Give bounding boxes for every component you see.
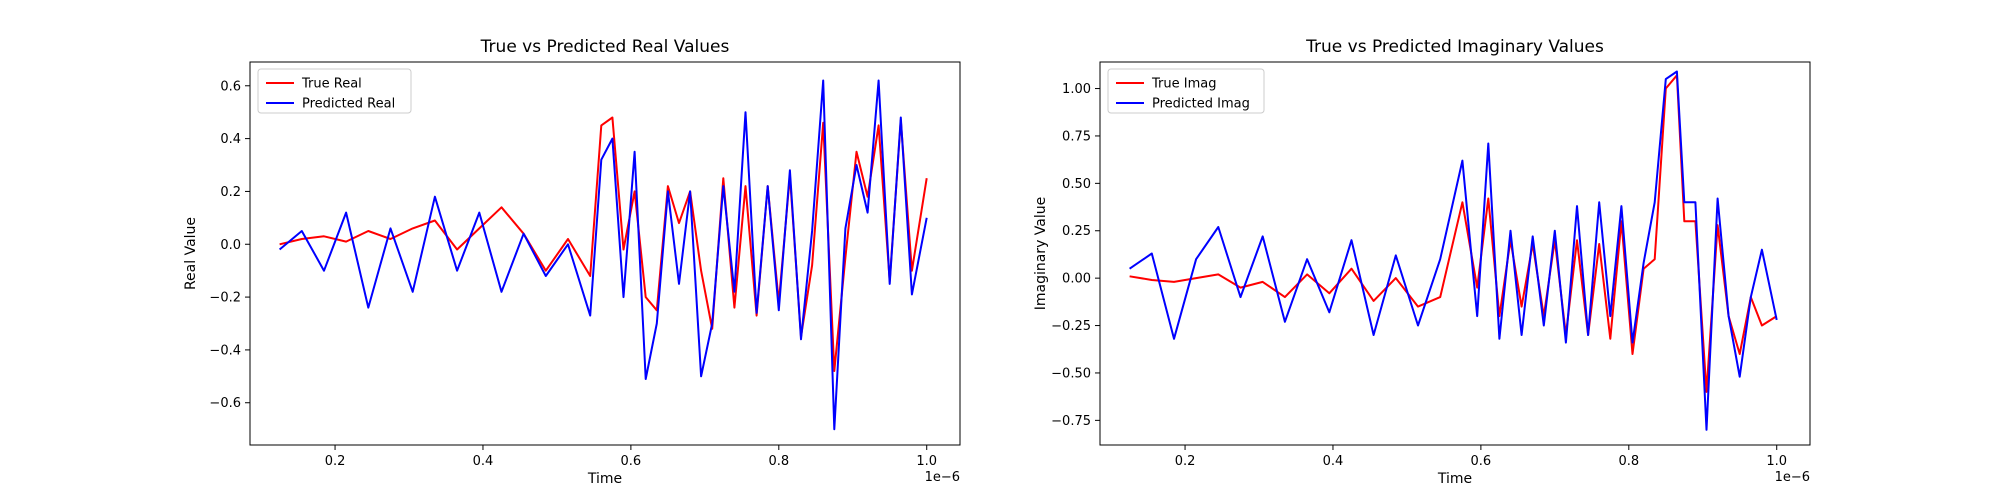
y-tick-label: −0.6 bbox=[209, 396, 241, 411]
x-tick-label: 0.6 bbox=[1471, 454, 1492, 469]
y-tick-label: 0.6 bbox=[220, 79, 241, 94]
y-tick-label: 0.75 bbox=[1062, 129, 1091, 144]
x-tick-label: 0.4 bbox=[1323, 454, 1344, 469]
x-tick-label: 0.6 bbox=[621, 454, 642, 469]
series-line-predicted-imag bbox=[1129, 70, 1778, 431]
y-tick-label: 0.0 bbox=[220, 238, 241, 253]
axes-frame bbox=[1099, 61, 1811, 446]
axes-frame bbox=[249, 61, 961, 446]
y-tick-label: 0.00 bbox=[1062, 272, 1091, 287]
y-tick-label: 0.50 bbox=[1062, 177, 1091, 192]
y-axis-label: Real Value bbox=[183, 217, 199, 290]
y-axis-label: Imaginary Value bbox=[1033, 197, 1049, 311]
legend-entry-label: True Imag bbox=[1151, 77, 1216, 92]
y-tick-label: −0.50 bbox=[1051, 366, 1091, 381]
legend: True Imag Predicted Imag bbox=[1107, 68, 1265, 114]
legend-entry-label: Predicted Imag bbox=[1152, 97, 1250, 112]
x-axis-label: Time bbox=[1437, 471, 1472, 487]
legend-entry-label: True Real bbox=[301, 77, 362, 92]
x-tick-label: 0.4 bbox=[473, 454, 494, 469]
y-tick-label: −0.25 bbox=[1051, 319, 1091, 334]
y-tick-label: −0.4 bbox=[209, 343, 241, 358]
x-tick-label: 0.2 bbox=[1175, 454, 1196, 469]
x-offset-label: 1e−6 bbox=[1775, 470, 1810, 485]
y-tick-label: −0.2 bbox=[209, 291, 241, 306]
x-tick-label: 1.0 bbox=[916, 454, 937, 469]
series-line-predicted-real bbox=[278, 79, 928, 431]
x-tick-label: 1.0 bbox=[1766, 454, 1787, 469]
chart-imaginary-values: 0.2 0.4 0.6 0.8 1.0 −0.75 −0.50 −0.25 0.00 0.25 0.… bbox=[1033, 37, 1811, 487]
y-tick-label: 0.4 bbox=[220, 132, 241, 147]
legend-box bbox=[1107, 68, 1265, 114]
legend-entry-label: Predicted Real bbox=[302, 97, 395, 112]
legend-box bbox=[257, 68, 412, 114]
legend: True Real Predicted Real bbox=[257, 68, 412, 114]
x-tick-label: 0.8 bbox=[1618, 454, 1639, 469]
y-tick-label: 1.00 bbox=[1062, 82, 1091, 97]
x-tick-label: 0.2 bbox=[325, 454, 346, 469]
x-tick-label: 0.8 bbox=[768, 454, 789, 469]
x-offset-label: 1e−6 bbox=[925, 470, 960, 485]
x-axis-label: Time bbox=[587, 471, 622, 487]
chart-title: True vs Predicted Imaginary Values bbox=[1305, 37, 1604, 57]
chart-title: True vs Predicted Real Values bbox=[480, 37, 730, 57]
y-tick-label: −0.75 bbox=[1051, 414, 1091, 429]
y-tick-label: 0.25 bbox=[1062, 224, 1091, 239]
y-tick-label: 0.2 bbox=[220, 185, 241, 200]
chart-real-values: 0.2 0.4 0.6 0.8 1.0 −0.6 −0.4 −0.2 0.0 0.2 0.4 0.6 1… bbox=[183, 37, 961, 487]
